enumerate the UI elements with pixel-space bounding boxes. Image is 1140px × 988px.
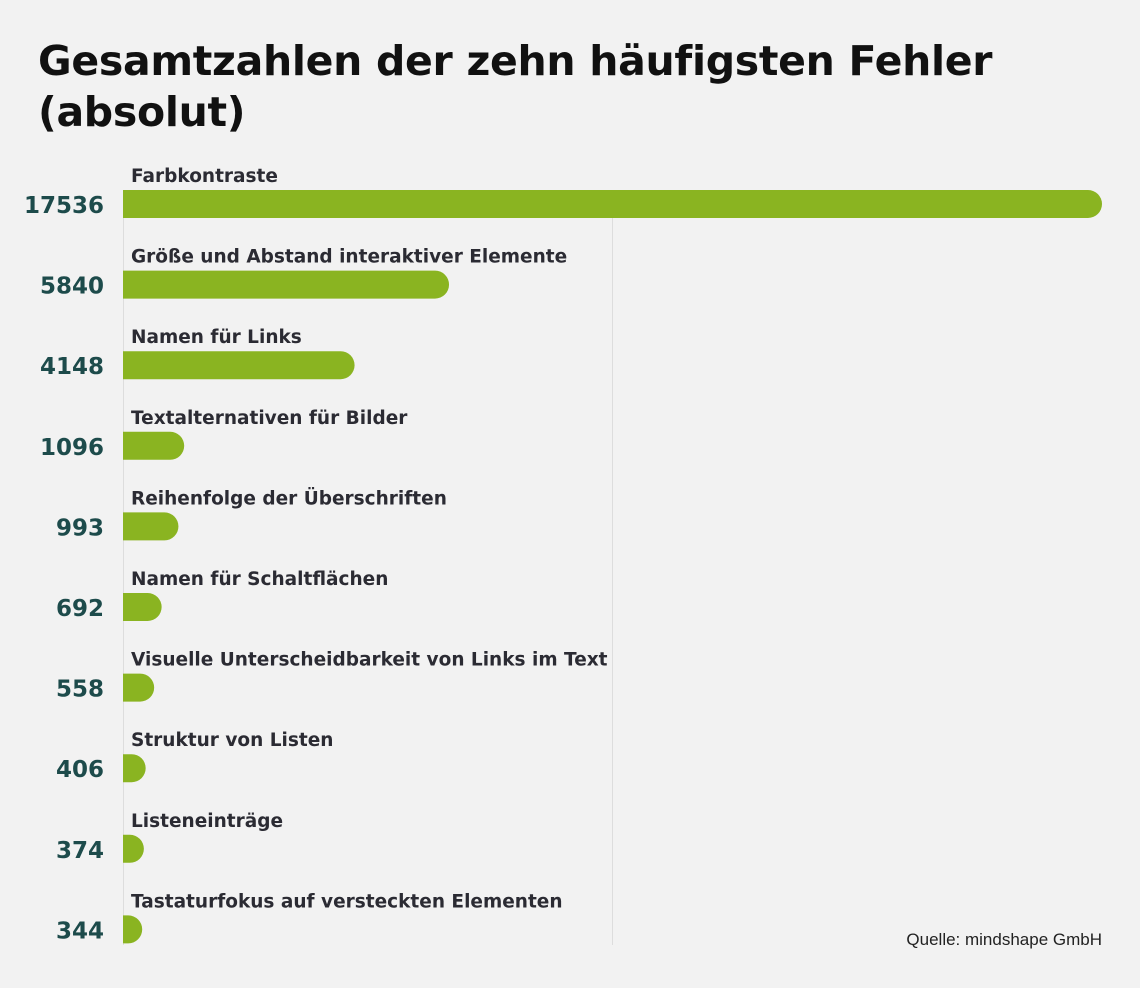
- bar: [123, 190, 1102, 218]
- value-label: 406: [56, 757, 104, 783]
- category-label: Größe und Abstand interaktiver Elemente: [131, 247, 567, 268]
- bar: [123, 270, 450, 299]
- value-label: 993: [56, 515, 104, 541]
- value-label: 374: [56, 838, 104, 864]
- category-label: Namen für Links: [131, 327, 302, 348]
- category-label: Tastaturfokus auf versteckten Elementen: [131, 891, 563, 912]
- bar: [123, 593, 162, 621]
- bar: [123, 834, 144, 863]
- bar: [123, 351, 355, 380]
- value-label: 4148: [40, 354, 104, 380]
- category-label: Namen für Schaltflächen: [131, 569, 388, 590]
- category-label: Farbkontraste: [131, 166, 278, 187]
- bar: [123, 915, 143, 944]
- bar: [123, 673, 155, 702]
- chart-title: Gesamtzahlen der zehn häufigsten Fehler …: [38, 37, 993, 136]
- value-label: 692: [56, 596, 104, 622]
- category-label: Reihenfolge der Überschriften: [131, 487, 447, 509]
- value-label: 558: [56, 677, 104, 703]
- grid-layer: [123, 190, 613, 945]
- category-label: Visuelle Unterscheidbarkeit von Links im…: [131, 650, 608, 671]
- value-label: 17536: [24, 193, 104, 219]
- bar-layer: [123, 190, 1102, 944]
- category-label: Listeneinträge: [131, 811, 283, 832]
- label-layer: 17536 Farbkontraste 5840 Größe und Abstand …: [24, 166, 608, 944]
- value-label: 1096: [40, 435, 104, 461]
- value-label: 344: [56, 918, 104, 944]
- source-note: Quelle: mindshape GmbH: [906, 930, 1102, 949]
- value-label: 5840: [40, 274, 104, 300]
- bar: [123, 431, 185, 460]
- bar: [123, 754, 146, 783]
- category-label: Struktur von Listen: [131, 730, 333, 751]
- bar: [123, 512, 179, 541]
- category-label: Textalternativen für Bilder: [131, 408, 408, 429]
